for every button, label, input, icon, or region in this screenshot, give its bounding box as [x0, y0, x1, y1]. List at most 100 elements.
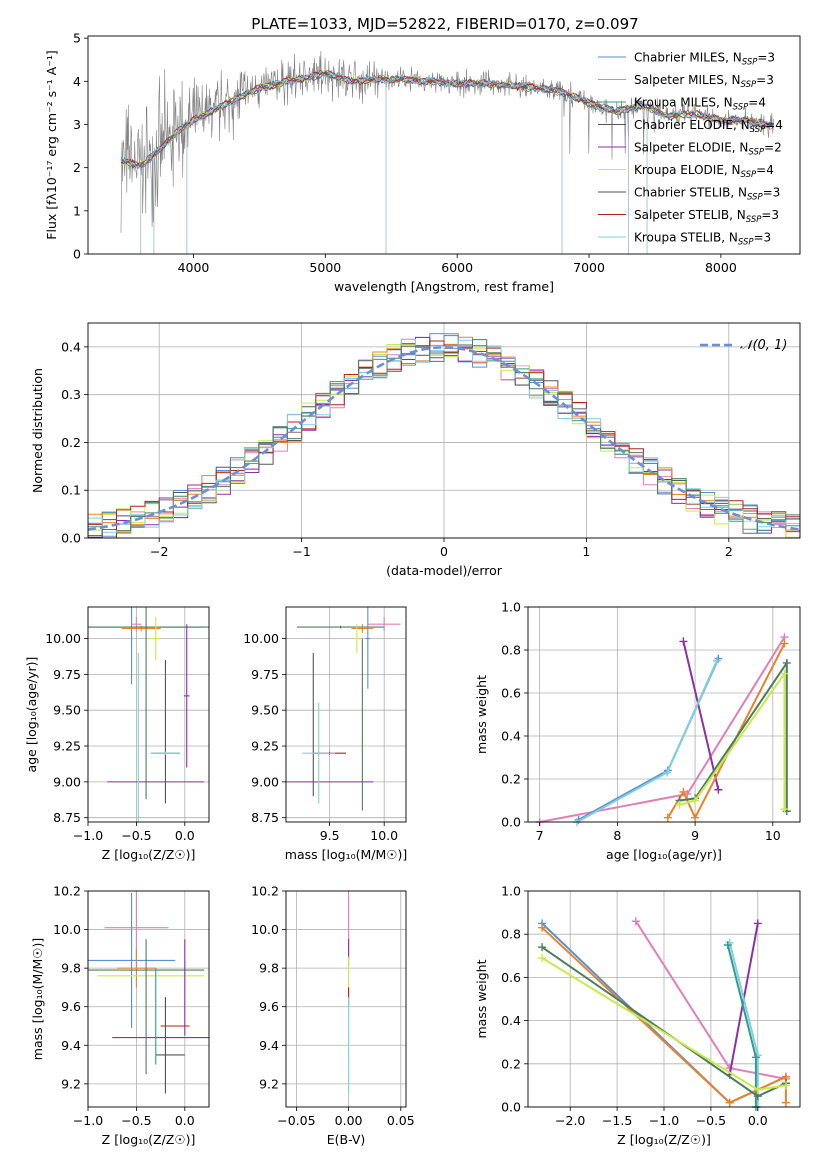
- y-axis-label: mass weight: [474, 959, 489, 1038]
- x-tick-label: 0: [440, 544, 448, 559]
- x-tick-label: −2.0: [555, 1113, 585, 1128]
- x-tick-label: −0.05: [277, 1113, 315, 1128]
- x-tick-label: 9: [691, 828, 699, 843]
- y-tick-label: 3: [73, 117, 81, 132]
- weight-point-marker: [679, 637, 688, 646]
- x-tick-label: 6000: [441, 260, 473, 275]
- x-tick-label: 7000: [573, 260, 605, 275]
- y-tick-label: 9.8: [61, 961, 81, 976]
- x-axis-label: (data-model)/error: [386, 563, 503, 578]
- y-axis-label: age [log₁₀(age/yr)]: [24, 657, 39, 773]
- weight-point-marker: [723, 941, 732, 949]
- legend-entry: Chabrier MILES, NSSP=3: [634, 51, 775, 68]
- x-tick-label: −1.5: [602, 1113, 632, 1128]
- y-tick-label: 9.25: [251, 739, 279, 754]
- y-tick-label: 9.4: [61, 1038, 81, 1053]
- x-tick-label: 0.00: [335, 1113, 363, 1128]
- y-axis-label: Flux [fλ10⁻¹⁷ erg cm⁻² s⁻¹ A⁻¹]: [44, 50, 59, 239]
- y-tick-label: 0.8: [501, 927, 521, 942]
- errorbars: [88, 607, 209, 822]
- axes-frame: [87, 606, 210, 823]
- y-tick-label: 9.2: [259, 1076, 279, 1091]
- weight-point-marker: [781, 1098, 790, 1107]
- model-spectrum: [120, 72, 774, 169]
- y-tick-label: 9.6: [259, 999, 279, 1014]
- weight-series-line: [539, 636, 786, 823]
- x-tick-label: 10.0: [370, 828, 398, 843]
- x-tick-label: 9.5: [320, 828, 340, 843]
- axes-frame: [285, 606, 407, 823]
- x-tick-label: −2: [150, 544, 168, 559]
- y-tick-label: 10.00: [243, 631, 279, 646]
- y-axis-label: mass [log₁₀(M/M☉)]: [30, 938, 45, 1060]
- y-tick-label: 2: [73, 160, 81, 175]
- weight-series-line: [682, 641, 720, 791]
- errorbars: [88, 891, 209, 1094]
- weight-series-line: [726, 944, 757, 1107]
- y-axis-label: mass weight: [474, 675, 489, 754]
- x-tick-label: 8000: [705, 260, 737, 275]
- y-tick-label: 0.6: [501, 686, 521, 701]
- x-tick-label: 2: [725, 544, 733, 559]
- mass-vs-metallicity-panel: −1.0 −0.5 0.0 9.2 9.4 9.6 9.8 10.0 10.2 Z [log₁₀(…: [30, 884, 210, 1147]
- axes-frame: [87, 35, 801, 255]
- weight-point-marker: [663, 768, 672, 777]
- x-tick-label: 10: [765, 828, 781, 843]
- y-tick-label: 0.2: [61, 435, 81, 450]
- legend-entry: Chabrier ELODIE, NSSP=4: [634, 118, 783, 135]
- weight-point-marker: [780, 669, 789, 678]
- x-tick-label: −0.5: [121, 828, 151, 843]
- axes-frame: [527, 606, 801, 823]
- x-tick-label: 1: [582, 544, 590, 559]
- y-tick-label: 0.6: [501, 970, 521, 985]
- y-tick-label: 10.2: [53, 884, 81, 899]
- x-axis-label: Z [log₁₀(Z/Z☉)]: [102, 847, 196, 862]
- y-tick-label: 5: [73, 31, 81, 46]
- y-tick-label: 0.4: [501, 1013, 521, 1028]
- normal-curve: [88, 346, 800, 531]
- y-tick-label: 9.00: [251, 774, 279, 789]
- weight-lines: [538, 917, 790, 1111]
- x-tick-label: 8: [613, 828, 621, 843]
- residuals-panel: −2 −1 0 1 2 0.0 0.1 0.2 0.3 0.4 (data-model)/error…: [30, 322, 801, 578]
- weight-series-line: [679, 659, 788, 812]
- spectrum-panel: 4000 5000 6000 7000 8000 0 1 2 3 4 5 wavelength [An…: [44, 31, 801, 294]
- y-tick-label: 0.0: [501, 1100, 521, 1115]
- x-tick-label: 5000: [309, 260, 341, 275]
- y-tick-label: 0.0: [61, 531, 81, 546]
- weight-point-marker: [631, 917, 640, 926]
- weight-series-line: [679, 670, 786, 810]
- x-axis-label: Z [log₁₀(Z/Z☉)]: [102, 1132, 196, 1147]
- y-tick-label: 1.0: [501, 600, 521, 615]
- weight-point-marker: [753, 919, 762, 928]
- y-axis-label: Normed distribution: [30, 368, 45, 493]
- axes-frame: [87, 890, 210, 1108]
- x-tick-label: −1.0: [73, 828, 103, 843]
- y-tick-label: 0.4: [61, 339, 81, 354]
- weight-point-marker: [714, 785, 723, 794]
- weight-point-marker: [753, 1085, 762, 1094]
- weight-point-marker: [751, 1053, 760, 1062]
- weight-point-marker: [725, 1098, 734, 1107]
- legend-entry: Chabrier STELIB, NSSP=3: [634, 186, 780, 203]
- x-axis-label: wavelength [Angstrom, rest frame]: [334, 279, 554, 294]
- y-tick-label: 10.00: [45, 631, 81, 646]
- y-tick-label: 8.75: [53, 810, 81, 825]
- weight-point-marker: [538, 923, 547, 932]
- y-tick-label: 9.25: [53, 739, 81, 754]
- y-tick-label: 8.75: [251, 810, 279, 825]
- axes-frame: [285, 890, 407, 1108]
- mass-weight-vs-age-panel: 7 8 9 10 0.0 0.2 0.4 0.6 0.8 1.0 age [log₁₀(age/yr…: [474, 600, 801, 862]
- x-axis-label: age [log₁₀(age/yr)]: [606, 847, 722, 862]
- weight-point-marker: [538, 953, 547, 962]
- weight-point-marker: [691, 796, 700, 805]
- histograms: [88, 333, 800, 538]
- y-tick-label: 1.0: [501, 884, 521, 899]
- y-tick-label: 9.50: [251, 703, 279, 718]
- weight-point-marker: [781, 1081, 790, 1090]
- x-tick-label: 7: [536, 828, 544, 843]
- x-tick-label: 0.0: [175, 1113, 195, 1128]
- weight-point-marker: [712, 656, 721, 665]
- errorbars: [286, 607, 401, 811]
